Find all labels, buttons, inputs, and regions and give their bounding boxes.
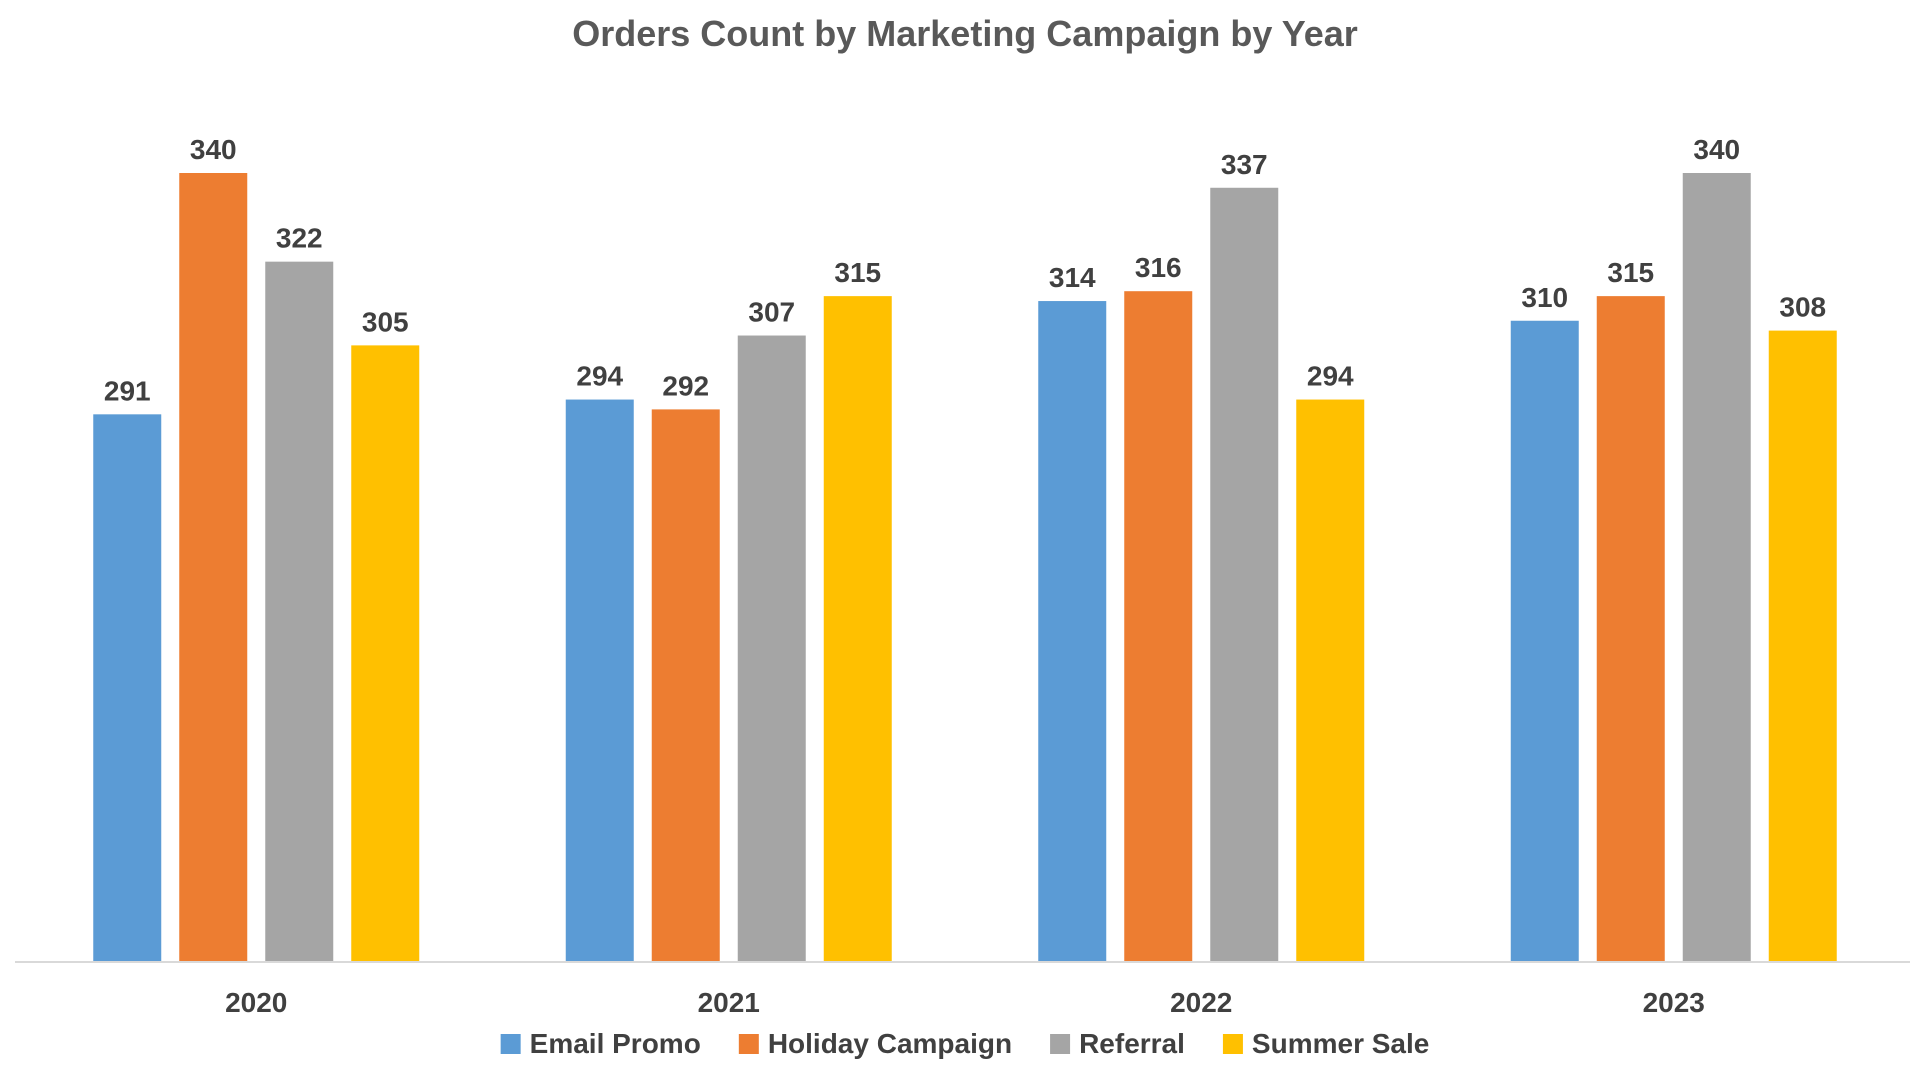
legend-label-email-promo: Email Promo (530, 1028, 701, 1059)
data-label-email-promo-2023: 310 (1521, 282, 1568, 313)
data-label-holiday-campaign-2022: 316 (1135, 252, 1182, 283)
bar-referral-2022 (1210, 187, 1279, 961)
bar-referral-2023 (1682, 173, 1751, 961)
data-label-holiday-campaign-2023: 315 (1607, 257, 1654, 288)
x-tick-labels-group: 2020 2021 2022 2023 (225, 987, 1705, 1018)
bar-email-promo-2021 (565, 399, 634, 961)
legend-swatch-email-promo (500, 1034, 521, 1054)
data-label-summer-sale-2023: 308 (1779, 292, 1826, 323)
bar-holiday-campaign-2023 (1596, 296, 1665, 961)
chart-title: Orders Count by Marketing Campaign by Ye… (572, 13, 1358, 54)
data-labels-group: 291 340 322 305 294 292 307 315 314 316 337 294 310 3… (104, 134, 1826, 406)
bars-group (93, 173, 1837, 962)
legend-swatch-holiday-campaign (738, 1034, 759, 1054)
legend-label-referral: Referral (1079, 1028, 1185, 1059)
x-tick-label-2020: 2020 (225, 987, 287, 1018)
bar-holiday-campaign-2020 (179, 173, 248, 961)
legend-swatch-referral (1050, 1034, 1071, 1054)
x-tick-label-2023: 2023 (1643, 987, 1705, 1018)
bar-email-promo-2020 (93, 414, 162, 961)
bar-email-promo-2023 (1510, 320, 1579, 961)
data-label-summer-sale-2021: 315 (834, 257, 881, 288)
data-label-summer-sale-2022: 294 (1307, 361, 1354, 392)
data-label-referral-2023: 340 (1693, 134, 1740, 165)
bar-referral-2020 (265, 261, 334, 961)
bar-referral-2021 (737, 335, 806, 961)
bar-holiday-campaign-2021 (651, 409, 720, 961)
data-label-email-promo-2022: 314 (1049, 262, 1096, 293)
legend: Email Promo Holiday Campaign Referral Summe… (500, 1028, 1429, 1059)
legend-swatch-summer-sale (1222, 1034, 1243, 1054)
bar-summer-sale-2021 (823, 296, 892, 961)
bar-email-promo-2022 (1038, 301, 1107, 961)
bar-summer-sale-2022 (1296, 399, 1365, 961)
data-label-email-promo-2021: 294 (576, 361, 623, 392)
data-label-holiday-campaign-2021: 292 (662, 370, 709, 401)
x-tick-label-2021: 2021 (698, 987, 760, 1018)
legend-label-holiday-campaign: Holiday Campaign (768, 1028, 1012, 1059)
data-label-summer-sale-2020: 305 (362, 306, 409, 337)
bar-summer-sale-2020 (351, 345, 420, 961)
legend-label-summer-sale: Summer Sale (1252, 1028, 1429, 1059)
x-tick-label-2022: 2022 (1170, 987, 1232, 1018)
data-label-email-promo-2020: 291 (104, 375, 151, 406)
data-label-referral-2020: 322 (276, 223, 323, 254)
data-label-referral-2022: 337 (1221, 149, 1268, 180)
bar-holiday-campaign-2022 (1124, 291, 1193, 961)
bar-summer-sale-2023 (1768, 330, 1837, 962)
data-label-referral-2021: 307 (748, 297, 795, 328)
data-label-holiday-campaign-2020: 340 (190, 134, 237, 165)
